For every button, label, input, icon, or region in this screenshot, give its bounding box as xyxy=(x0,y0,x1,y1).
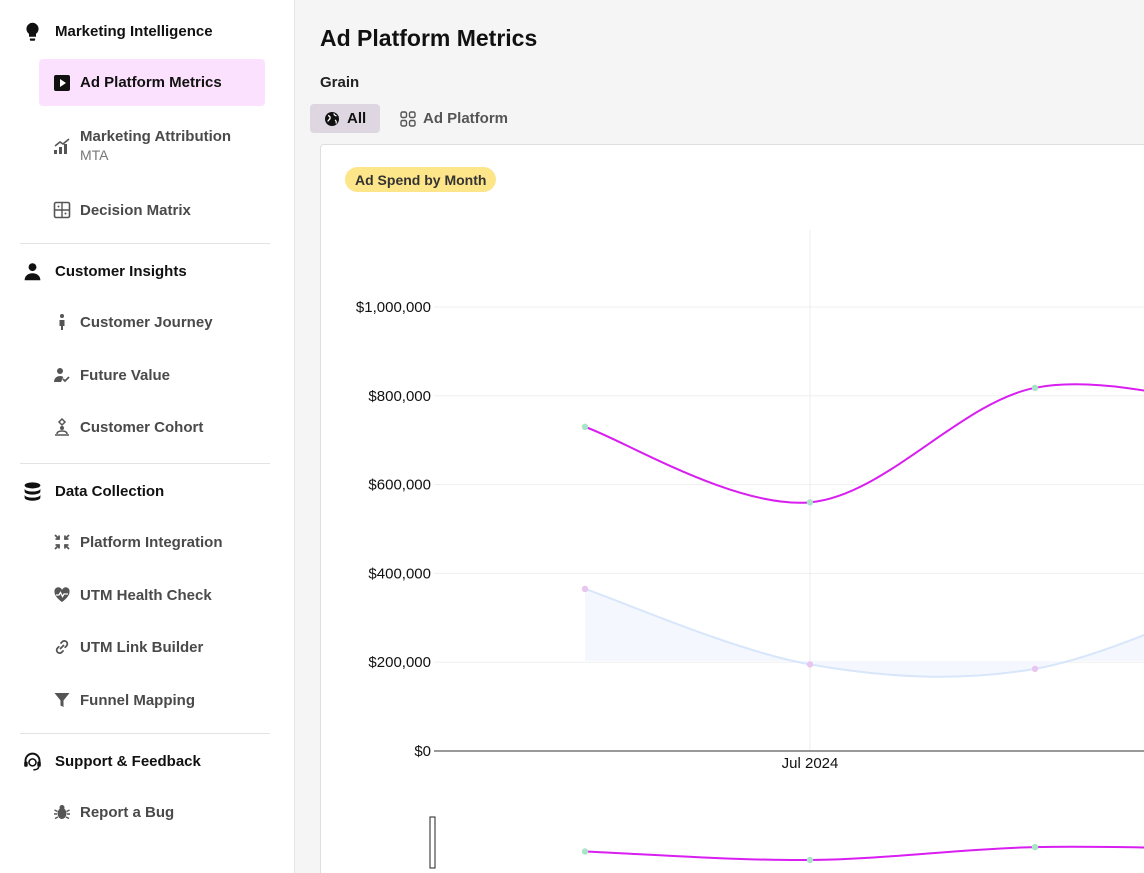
sidebar-item-funnel-mapping[interactable]: Funnel Mapping xyxy=(39,691,265,709)
sidebar-item-utm-link-builder[interactable]: UTM Link Builder xyxy=(39,638,265,656)
grain-all-button[interactable]: All xyxy=(310,104,381,133)
chart-card: $0 $200,000 $400,000 $600,000 $800,000 $1,000… xyxy=(320,144,1144,873)
sidebar-item-customer-cohort[interactable]: Customer Cohort xyxy=(39,418,265,436)
sidebar-divider xyxy=(20,243,270,244)
sidebar-item-sublabel: MTA xyxy=(80,147,109,163)
sidebar-item-label: UTM Link Builder xyxy=(80,638,204,656)
section-marketing-intelligence: Marketing Intelligence xyxy=(22,21,213,42)
sidebar-item-label: Funnel Mapping xyxy=(80,691,195,709)
grid-icon xyxy=(400,110,416,127)
sidebar: Marketing Intelligence Ad Platform Metri… xyxy=(0,0,295,873)
ad-spend-chart: $0 $200,000 $400,000 $600,000 $800,000 $1,000… xyxy=(356,230,1144,869)
funnel-icon xyxy=(54,693,70,707)
database-icon xyxy=(24,482,41,501)
navigator-series-1-point xyxy=(581,848,589,855)
grain-label: Grain xyxy=(320,74,360,91)
sidebar-item-future-value[interactable]: Future Value xyxy=(39,366,265,384)
sidebar-item-marketing-attribution[interactable]: Marketing Attribution MTA xyxy=(39,128,265,164)
chart-title-badge: Ad Spend by Month xyxy=(345,167,497,192)
y-tick-label: $400,000 xyxy=(368,565,431,582)
sidebar-divider xyxy=(20,733,270,734)
navigator-handle xyxy=(429,816,436,869)
matrix-icon xyxy=(53,201,71,219)
y-tick-label: $1,000,000 xyxy=(356,299,431,316)
y-tick-label: $200,000 xyxy=(368,654,431,671)
y-tick-label: $800,000 xyxy=(368,388,431,405)
sidebar-divider xyxy=(20,463,270,464)
sidebar-item-label: Future Value xyxy=(80,366,171,384)
cohort-icon xyxy=(55,418,69,436)
sidebar-item-label: UTM Health Check xyxy=(80,586,212,604)
sidebar-item-label: Customer Journey xyxy=(80,313,213,331)
section-title: Support & Feedback xyxy=(55,753,201,770)
section-title: Marketing Intelligence xyxy=(55,23,213,40)
collapse-arrows-icon xyxy=(54,534,70,550)
series-1-point xyxy=(806,499,814,506)
series-2-line xyxy=(584,587,1144,678)
page-title: Ad Platform Metrics xyxy=(320,25,538,51)
bar-chart-icon xyxy=(54,138,70,154)
heart-pulse-icon xyxy=(54,587,70,602)
series-1-point xyxy=(1031,384,1039,392)
series-1-line xyxy=(584,383,1144,504)
headset-icon xyxy=(24,752,41,771)
sidebar-item-customer-journey[interactable]: Customer Journey xyxy=(39,313,265,331)
sidebar-item-label: Customer Cohort xyxy=(80,418,204,436)
sidebar-item-report-a-bug[interactable]: Report a Bug xyxy=(39,803,265,821)
navigator-series-1-point xyxy=(1031,843,1039,851)
section-data-collection: Data Collection xyxy=(22,481,164,502)
sidebar-item-label: Ad Platform Metrics xyxy=(80,74,222,91)
sidebar-item-utm-health-check[interactable]: UTM Health Check xyxy=(39,586,265,604)
main-content: Ad Platform Metrics Grain All Ad Platfor… xyxy=(296,0,1144,873)
person-icon xyxy=(24,263,41,281)
section-title: Customer Insights xyxy=(55,263,187,280)
grain-all-label: All xyxy=(347,110,367,127)
link-icon xyxy=(55,640,69,654)
grain-ad-platform-label: Ad Platform xyxy=(423,110,509,127)
sidebar-item-platform-integration[interactable]: Platform Integration xyxy=(39,533,265,551)
section-title: Data Collection xyxy=(55,483,165,500)
series-2-area xyxy=(585,588,1144,677)
series-1-point xyxy=(581,423,589,431)
y-tick-label: $600,000 xyxy=(368,477,431,494)
play-square-icon xyxy=(54,74,70,91)
series-2-point xyxy=(1031,665,1039,673)
grain-ad-platform-button[interactable]: Ad Platform xyxy=(386,104,522,133)
section-support-feedback: Support & Feedback xyxy=(22,751,201,772)
sidebar-item-decision-matrix[interactable]: Decision Matrix xyxy=(39,201,265,219)
y-tick-label: $0 xyxy=(414,743,431,760)
sidebar-item-label: Report a Bug xyxy=(80,803,175,821)
series-2-point xyxy=(806,661,814,668)
sidebar-item-label: Decision Matrix xyxy=(80,201,191,219)
sidebar-item-ad-platform-metrics[interactable]: Ad Platform Metrics xyxy=(39,59,265,106)
bug-icon xyxy=(54,805,70,820)
walking-person-icon xyxy=(59,314,65,330)
series-2-point xyxy=(581,585,589,593)
sidebar-item-label: Marketing Attribution xyxy=(80,128,232,145)
sidebar-item-label: Platform Integration xyxy=(80,533,223,551)
person-check-icon xyxy=(54,368,70,383)
section-customer-insights: Customer Insights xyxy=(22,261,187,282)
navigator-series-1-line xyxy=(584,845,1144,862)
lightbulb-icon xyxy=(26,22,39,41)
x-tick-label: Jul 2024 xyxy=(782,755,839,772)
globe-icon xyxy=(325,111,339,126)
navigator-series-1-point xyxy=(806,856,814,864)
